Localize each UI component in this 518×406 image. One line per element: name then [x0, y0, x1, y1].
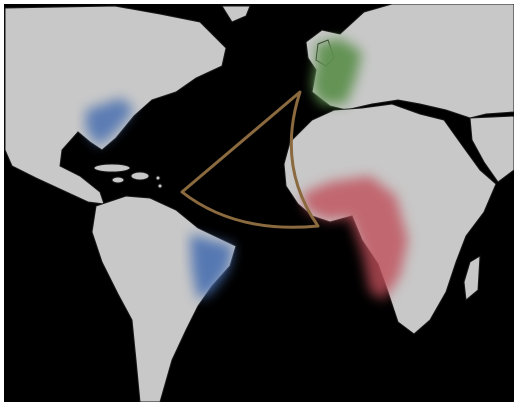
- island: [111, 176, 125, 184]
- north-america-region: [86, 98, 134, 146]
- africa-region: [302, 176, 408, 300]
- trade-route: [180, 90, 320, 229]
- europe: [305, 3, 515, 119]
- island: [130, 171, 150, 181]
- greenland: [221, 5, 251, 23]
- island: [93, 163, 131, 173]
- island: [157, 183, 163, 189]
- madagascar: [463, 255, 481, 301]
- europe-region: [312, 38, 362, 104]
- brazil-region: [190, 234, 234, 300]
- island: [155, 175, 161, 181]
